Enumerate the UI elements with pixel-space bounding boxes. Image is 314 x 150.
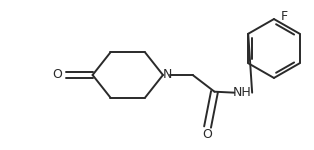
Text: O: O bbox=[52, 69, 62, 81]
Text: O: O bbox=[203, 128, 213, 141]
Text: F: F bbox=[280, 10, 287, 23]
Text: N: N bbox=[163, 69, 173, 81]
Text: NH: NH bbox=[233, 86, 252, 99]
